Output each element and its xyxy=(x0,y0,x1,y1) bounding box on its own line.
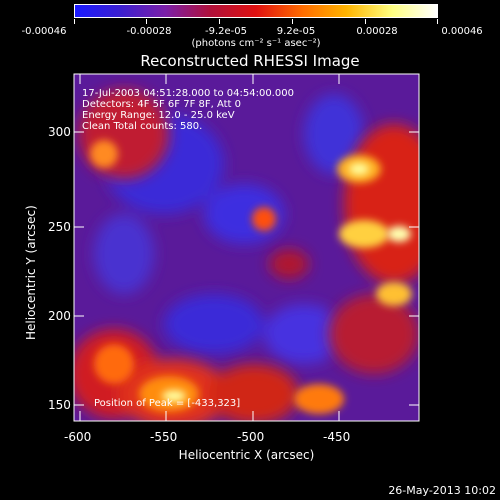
info-peak-position: Position of Peak = [-433,323] xyxy=(94,398,241,409)
info-detectors: Detectors: 4F 5F 6F 7F 8F, Att 0 xyxy=(82,99,242,110)
colorbar-units: (photons cm⁻² s⁻¹ asec⁻²) xyxy=(191,38,321,49)
y-axis-label: Heliocentric Y (arcsec) xyxy=(24,205,38,340)
image-heatmap xyxy=(74,74,419,421)
colorbar-tick-label: -0.00046 xyxy=(21,26,67,37)
colorbar-tick-label: 0.00028 xyxy=(356,26,398,37)
colorbar-tick xyxy=(74,19,75,24)
y-tick-label: 250 xyxy=(48,220,71,234)
info-energy-range: Energy Range: 12.0 - 25.0 keV xyxy=(82,110,235,121)
x-tick-label: -600 xyxy=(64,430,92,444)
colorbar-tick-label: 9.2e-05 xyxy=(276,26,316,37)
y-tick-label: 200 xyxy=(48,309,71,323)
datestamp: 26-May-2013 10:02 xyxy=(388,484,496,497)
reconstructed-image xyxy=(74,74,419,421)
x-tick-label: -500 xyxy=(237,430,265,444)
colorbar-tick xyxy=(219,19,220,24)
plot-title: Reconstructed RHESSI Image xyxy=(140,52,360,70)
colorbar xyxy=(74,4,438,18)
colorbar-tick xyxy=(292,19,293,24)
colorbar-tick xyxy=(146,19,147,24)
colorbar-tick-label: -0.00028 xyxy=(126,26,172,37)
colorbar-tick xyxy=(437,19,438,24)
colorbar-tick-label: -9.2e-05 xyxy=(205,26,247,37)
x-tick-label: -450 xyxy=(323,430,351,444)
y-tick-label: 150 xyxy=(48,398,71,412)
info-clean-counts: Clean Total counts: 580. xyxy=(82,121,203,132)
info-time-range: 17-Jul-2003 04:51:28.000 to 04:54:00.000 xyxy=(82,88,294,99)
y-tick-label: 300 xyxy=(48,125,71,139)
colorbar-tick-label: 0.00046 xyxy=(441,26,483,37)
colorbar-tick xyxy=(365,19,366,24)
x-axis-label: Heliocentric X (arcsec) xyxy=(178,448,315,462)
x-tick-label: -550 xyxy=(150,430,178,444)
